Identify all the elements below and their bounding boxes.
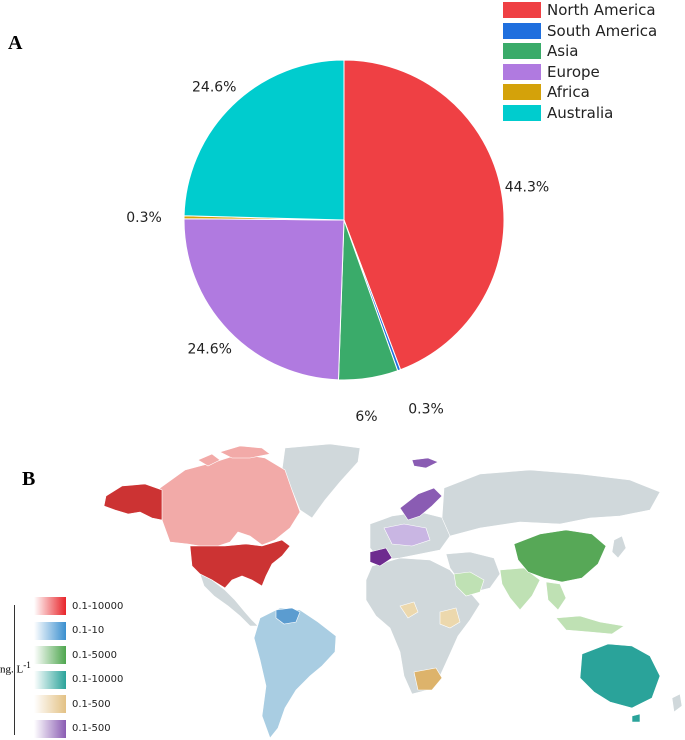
scale-entry: 0.1-500	[34, 719, 111, 738]
legend-swatch	[503, 104, 541, 121]
scale-unit-label: ng. L-1	[0, 660, 31, 676]
map-region-southeast-asia	[545, 581, 567, 611]
scale-range-label: 0.1-10000	[72, 600, 124, 612]
map-region-africa-east-highlight	[439, 607, 461, 629]
concentration-scale: ng. L-1 0.1-10000 0.1-10 0.1-5000 0.1-10000…	[0, 595, 160, 740]
map-region-tasmania	[631, 713, 641, 723]
legend-item: Asia	[503, 41, 657, 62]
pie-label-south-america: 0.3%	[408, 402, 444, 418]
pie-slice-europe	[183, 218, 345, 381]
scale-entry: 0.1-10000	[34, 597, 123, 615]
scale-gradient-swatch	[34, 695, 66, 713]
panel-a-label: A	[8, 32, 23, 54]
pie-chart: 44.3% 0.3% 6% 24.6% 0.3% 24.6%	[126, 59, 549, 425]
pie-label-australia: 24.6%	[192, 80, 236, 96]
legend-item: Europe	[503, 62, 657, 83]
pie-label-africa: 0.3%	[126, 210, 162, 226]
map-region-saudi-arabia	[453, 571, 485, 597]
legend-swatch	[503, 22, 541, 39]
legend-label: Australia	[547, 103, 614, 122]
map-region-australia	[579, 643, 661, 709]
scale-range-label: 0.1-5000	[72, 649, 117, 661]
scale-gradient-swatch	[34, 719, 66, 738]
legend-label: South America	[547, 21, 658, 40]
legend-label: North America	[547, 1, 656, 20]
chart-legend: North America South America Asia Europe Afri…	[503, 0, 657, 123]
scale-gradient-swatch	[34, 597, 66, 615]
map-region-indonesia	[555, 615, 625, 635]
scale-gradient-swatch	[34, 646, 66, 664]
map-region-iberia	[369, 547, 393, 567]
legend-item: North America	[503, 0, 657, 21]
map-region-africa-west-highlight	[399, 601, 419, 619]
scale-axis-line	[14, 605, 15, 735]
map-region-south-africa	[413, 667, 443, 691]
pie-label-north-america: 44.3%	[505, 180, 549, 196]
pie-label-asia: 6%	[355, 409, 377, 425]
legend-swatch	[503, 2, 541, 19]
scale-gradient-swatch	[34, 621, 66, 640]
legend-item: South America	[503, 21, 657, 42]
panel-b-label: B	[22, 468, 36, 490]
map-region-alaska	[103, 483, 163, 521]
pie-slice-north-america	[343, 59, 505, 371]
scale-range-label: 0.1-500	[72, 723, 111, 734]
scale-range-label: 0.1-500	[72, 698, 111, 710]
legend-label: Europe	[547, 62, 600, 81]
legend-label: Asia	[547, 42, 579, 61]
map-region-western-europe	[383, 523, 431, 547]
map-region-china	[513, 529, 607, 583]
scale-entry: 0.1-5000	[34, 646, 117, 664]
map-region-svalbard	[411, 457, 439, 469]
map-region-russia	[441, 469, 661, 537]
map-region-canada-islands	[197, 445, 271, 467]
pie-label-europe: 24.6%	[187, 342, 231, 358]
map-region-new-zealand	[671, 693, 683, 713]
pie-slice-australia	[183, 59, 345, 221]
scale-entry: 0.1-10000	[34, 670, 124, 689]
legend-swatch	[503, 43, 541, 60]
map-region-south-america	[253, 607, 337, 739]
scale-range-label: 0.1-10	[72, 625, 105, 636]
map-region-venezuela	[275, 607, 301, 625]
scale-gradient-swatch	[34, 670, 66, 689]
scale-range-label: 0.1-10000	[72, 674, 124, 685]
legend-swatch	[503, 84, 541, 101]
map-region-middle-east	[445, 551, 501, 593]
map-region-scandinavia	[399, 487, 443, 521]
legend-label: Africa	[547, 83, 590, 102]
world-map	[103, 443, 683, 739]
map-region-japan	[611, 535, 627, 559]
map-region-canada	[159, 453, 301, 547]
legend-swatch	[503, 63, 541, 80]
scale-entry: 0.1-500	[34, 695, 111, 713]
legend-item: Australia	[503, 103, 657, 124]
legend-item: Africa	[503, 82, 657, 103]
scale-entry: 0.1-10	[34, 621, 105, 640]
